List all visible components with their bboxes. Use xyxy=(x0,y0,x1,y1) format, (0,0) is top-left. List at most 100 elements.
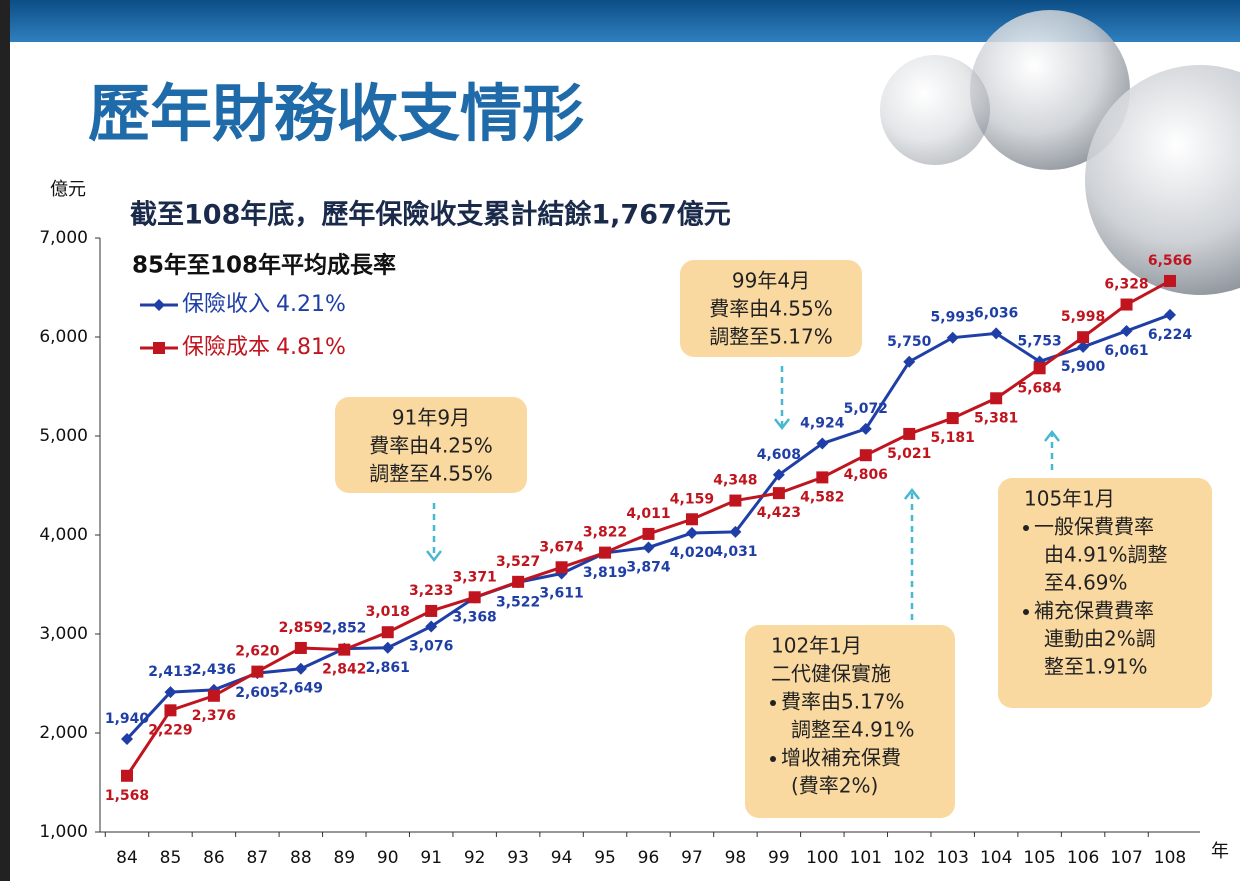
point xyxy=(556,561,568,573)
value-label: 5,181 xyxy=(931,430,975,446)
value-label: 4,806 xyxy=(844,467,888,483)
value-label: 4,608 xyxy=(757,447,801,463)
x-tick-label: 99 xyxy=(768,848,790,868)
value-label: 5,750 xyxy=(887,334,932,350)
y-tick-label: 3,000 xyxy=(39,624,88,644)
value-label: 3,527 xyxy=(496,554,540,570)
slide: 歷年財務收支情形 截至108年底，歷年保險收支累計結餘1,767億元 85年至1… xyxy=(0,0,1240,881)
value-label: 4,031 xyxy=(713,544,757,560)
x-tick-label: 94 xyxy=(551,848,573,868)
annotation-text: 費率由4.55% xyxy=(709,297,833,321)
x-tick-label: 101 xyxy=(850,848,882,868)
point xyxy=(1077,331,1089,343)
y-tick-label: 5,000 xyxy=(39,426,88,446)
bullet xyxy=(1023,609,1029,615)
annotation-text: 二代健保實施 xyxy=(771,662,891,686)
value-label: 2,413 xyxy=(148,664,192,680)
legend-label: 保險收入 xyxy=(182,292,270,317)
annotation-text: 調整至4.55% xyxy=(369,462,493,486)
point xyxy=(1164,275,1176,287)
x-tick-label: 91 xyxy=(420,848,442,868)
annotation-text: 調整至4.91% xyxy=(791,718,915,742)
y-tick-label: 2,000 xyxy=(39,723,88,743)
x-tick-label: 95 xyxy=(594,848,616,868)
value-label: 2,605 xyxy=(235,685,279,701)
x-tick-label: 103 xyxy=(936,848,968,868)
value-label: 3,874 xyxy=(626,559,671,575)
value-label: 4,924 xyxy=(800,416,845,432)
value-label: 6,036 xyxy=(974,305,1018,321)
point xyxy=(1034,362,1046,374)
value-label: 2,852 xyxy=(322,621,366,637)
annotation-text: 105年1月 xyxy=(1024,487,1115,511)
annotation-text: 至4.69% xyxy=(1044,571,1128,595)
point xyxy=(208,690,220,702)
annotation-text: 99年4月 xyxy=(732,269,810,293)
bullet xyxy=(1023,525,1029,531)
subtitle: 85年至108年平均成長率 xyxy=(132,252,396,279)
point xyxy=(990,392,1002,404)
bullet xyxy=(770,700,776,706)
y-tick-label: 1,000 xyxy=(39,822,88,842)
value-label: 1,940 xyxy=(105,711,150,727)
x-tick-label: 104 xyxy=(980,848,1012,868)
value-label: 4,159 xyxy=(670,491,714,507)
x-tick-label: 84 xyxy=(116,848,138,868)
x-tick-label: 108 xyxy=(1154,848,1186,868)
value-label: 3,368 xyxy=(453,610,497,626)
annotation-text: 連動由2%調 xyxy=(1044,627,1156,651)
value-label: 6,224 xyxy=(1148,327,1193,343)
point xyxy=(153,342,165,354)
value-label: 4,348 xyxy=(713,473,757,489)
value-label: 4,020 xyxy=(670,545,715,561)
value-label: 3,822 xyxy=(583,525,627,541)
point xyxy=(512,576,524,588)
y-tick-label: 6,000 xyxy=(39,327,88,347)
x-tick-label: 88 xyxy=(290,848,312,868)
point xyxy=(903,428,915,440)
value-label: 3,611 xyxy=(539,586,583,602)
globe xyxy=(880,55,990,165)
value-label: 3,233 xyxy=(409,583,453,599)
x-tick-label: 89 xyxy=(333,848,355,868)
point xyxy=(295,642,307,654)
value-label: 4,011 xyxy=(626,506,670,522)
value-label: 2,376 xyxy=(192,708,236,724)
value-label: 3,018 xyxy=(366,604,410,620)
point xyxy=(643,528,655,540)
value-label: 5,381 xyxy=(974,410,1018,426)
value-label: 3,371 xyxy=(453,569,497,585)
annotation-text: 補充保費費率 xyxy=(1034,599,1154,623)
x-tick-label: 98 xyxy=(725,848,747,868)
annotation-text: 費率由4.25% xyxy=(369,434,493,458)
value-label: 5,021 xyxy=(887,446,931,462)
value-label: 2,861 xyxy=(366,660,410,676)
annotation-text: 費率由5.17% xyxy=(781,690,905,714)
point xyxy=(860,449,872,461)
title: 歷年財務收支情形 xyxy=(88,77,584,150)
value-label: 5,998 xyxy=(1061,309,1105,325)
point xyxy=(338,644,350,656)
y-tick-label: 4,000 xyxy=(39,525,88,545)
value-label: 5,072 xyxy=(844,401,888,417)
value-label: 2,436 xyxy=(192,662,236,678)
x-tick-label: 96 xyxy=(638,848,660,868)
value-label: 5,684 xyxy=(1017,380,1062,396)
value-label: 2,229 xyxy=(148,722,192,738)
point xyxy=(1121,299,1133,311)
x-tick-label: 105 xyxy=(1023,848,1055,868)
point xyxy=(686,513,698,525)
point xyxy=(382,626,394,638)
value-label: 1,568 xyxy=(105,788,149,804)
point xyxy=(599,547,611,559)
annotation-text: 一般保費費率 xyxy=(1034,515,1154,539)
annotation-text: 調整至5.17% xyxy=(709,325,833,349)
value-label: 3,076 xyxy=(409,638,453,654)
x-tick-label: 106 xyxy=(1067,848,1099,868)
value-label: 4,423 xyxy=(757,505,801,521)
y-tick-label: 7,000 xyxy=(39,228,88,248)
headline: 截至108年底，歷年保險收支累計結餘1,767億元 xyxy=(130,199,731,231)
annotation-text: 整至1.91% xyxy=(1044,655,1148,679)
point xyxy=(251,666,263,678)
legend-rate: 4.81% xyxy=(276,335,346,360)
